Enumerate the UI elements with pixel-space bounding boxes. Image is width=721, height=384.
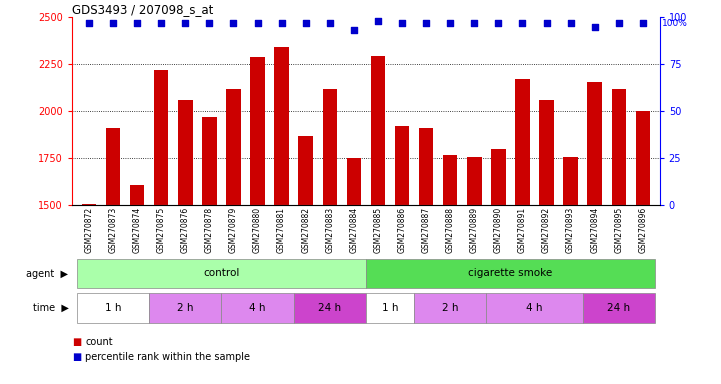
Bar	[491, 149, 505, 205]
Bar	[202, 117, 216, 205]
Point	[131, 20, 143, 26]
Text: ■: ■	[72, 352, 81, 362]
Point	[180, 20, 191, 26]
Point	[420, 20, 432, 26]
Text: 1 h: 1 h	[105, 303, 121, 313]
Bar	[419, 128, 433, 205]
Bar	[106, 128, 120, 205]
Point	[252, 20, 263, 26]
Bar	[221, 293, 293, 323]
Text: agent  ▶: agent ▶	[27, 268, 68, 279]
Text: 100%: 100%	[662, 19, 688, 28]
Bar	[149, 293, 221, 323]
Text: control: control	[203, 268, 239, 278]
Bar	[588, 82, 602, 205]
Point	[589, 24, 601, 30]
Bar	[322, 89, 337, 205]
Bar	[130, 185, 144, 205]
Bar	[414, 293, 487, 323]
Bar	[298, 136, 313, 205]
Bar	[366, 259, 655, 288]
Bar	[371, 56, 385, 205]
Text: cigarette smoke: cigarette smoke	[468, 268, 552, 278]
Point	[397, 20, 408, 26]
Point	[300, 20, 311, 26]
Bar	[154, 70, 169, 205]
Point	[469, 20, 480, 26]
Bar	[77, 259, 366, 288]
Text: ■: ■	[72, 337, 81, 347]
Text: 24 h: 24 h	[318, 303, 341, 313]
Text: GDS3493 / 207098_s_at: GDS3493 / 207098_s_at	[72, 3, 213, 16]
Point	[203, 20, 215, 26]
Bar	[516, 79, 530, 205]
Text: 2 h: 2 h	[442, 303, 459, 313]
Bar	[347, 159, 361, 205]
Text: 2 h: 2 h	[177, 303, 193, 313]
Bar	[583, 293, 655, 323]
Bar	[178, 100, 193, 205]
Text: time  ▶: time ▶	[32, 303, 68, 313]
Point	[541, 20, 552, 26]
Point	[637, 20, 649, 26]
Text: 1 h: 1 h	[381, 303, 398, 313]
Text: count: count	[85, 337, 112, 347]
Point	[565, 20, 576, 26]
Point	[156, 20, 167, 26]
Text: 4 h: 4 h	[249, 303, 266, 313]
Text: percentile rank within the sample: percentile rank within the sample	[85, 352, 250, 362]
Point	[492, 20, 504, 26]
Bar	[443, 155, 457, 205]
Point	[444, 20, 456, 26]
Bar	[611, 89, 626, 205]
Point	[107, 20, 119, 26]
Bar	[636, 111, 650, 205]
Bar	[81, 204, 96, 205]
Point	[228, 20, 239, 26]
Point	[348, 27, 360, 33]
Bar	[539, 100, 554, 205]
Bar	[250, 57, 265, 205]
Point	[324, 20, 335, 26]
Bar	[563, 157, 578, 205]
Point	[83, 20, 94, 26]
Bar	[275, 47, 289, 205]
Point	[372, 18, 384, 24]
Point	[517, 20, 528, 26]
Text: 4 h: 4 h	[526, 303, 543, 313]
Bar	[395, 126, 410, 205]
Point	[613, 20, 624, 26]
Bar	[467, 157, 482, 205]
Text: 24 h: 24 h	[607, 303, 630, 313]
Bar	[366, 293, 414, 323]
Bar	[293, 293, 366, 323]
Bar	[77, 293, 149, 323]
Bar	[487, 293, 583, 323]
Bar	[226, 89, 241, 205]
Point	[276, 20, 288, 26]
